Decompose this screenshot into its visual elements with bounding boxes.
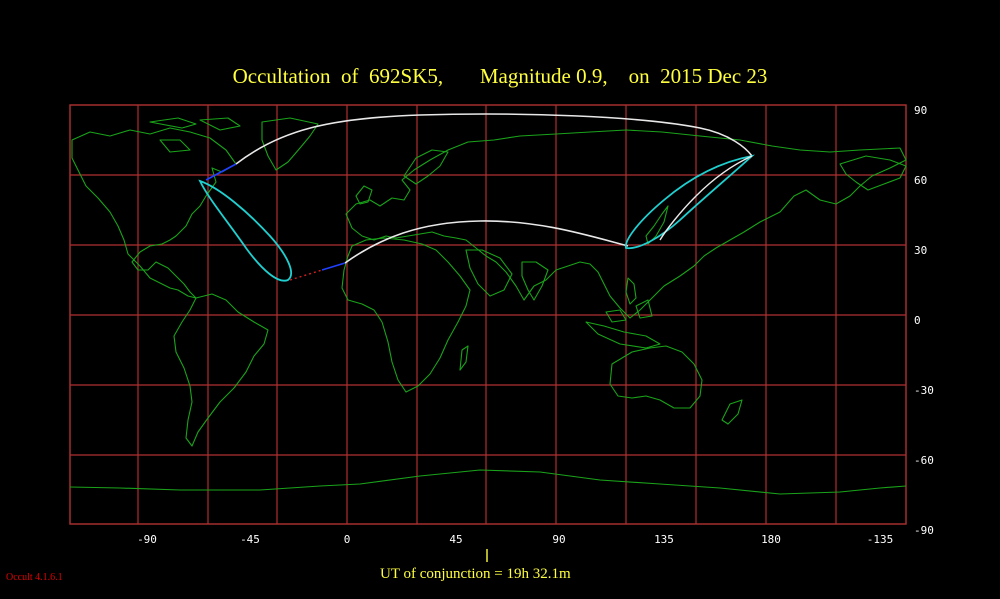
lat-tick-label: 60 xyxy=(914,174,927,187)
lon-tick-label: 45 xyxy=(449,533,462,546)
lon-tick-label: 90 xyxy=(552,533,565,546)
coast-uk xyxy=(355,185,373,205)
southern-limit-path xyxy=(344,220,629,264)
lon-tick-label: -90 xyxy=(137,533,157,546)
lat-tick-label: -30 xyxy=(914,384,934,397)
lon-tick-label: 135 xyxy=(654,533,674,546)
coast-philippines xyxy=(625,277,637,305)
coast-arctic-islands xyxy=(149,117,241,153)
lat-tick-label: 30 xyxy=(914,244,927,257)
lon-tick-label: -135 xyxy=(867,533,894,546)
coastlines xyxy=(69,117,907,495)
coast-eurasia xyxy=(345,129,907,319)
lat-tick-label: 0 xyxy=(914,314,921,327)
northern-limit-path xyxy=(235,113,753,165)
lat-tick-label: 90 xyxy=(914,104,927,117)
west-cyan-loop xyxy=(198,179,292,282)
coast-scandinavia xyxy=(403,149,449,185)
lat-tick-label: -60 xyxy=(914,454,934,467)
software-version: Occult 4.1.6.1 xyxy=(6,572,63,583)
longitude-labels: -90 -45 0 45 90 135 180 -135 xyxy=(137,533,893,546)
map-title: Occultation of 692SK5, Magnitude 0.9, on… xyxy=(232,64,768,88)
coast-alaska xyxy=(839,155,907,191)
lat-tick-label: -90 xyxy=(914,524,934,537)
coast-indonesia xyxy=(585,299,661,349)
coast-africa xyxy=(341,237,471,393)
coast-south-america xyxy=(173,293,269,447)
dotted-path-segment xyxy=(289,269,323,281)
night-path-north xyxy=(205,163,237,181)
east-cyan-loop xyxy=(625,154,755,250)
coast-india xyxy=(521,261,549,301)
coast-antarctica xyxy=(69,469,907,495)
east-inner-curve xyxy=(659,155,753,241)
lon-tick-label: 180 xyxy=(761,533,781,546)
night-path-south xyxy=(321,262,346,271)
coast-arabia xyxy=(465,249,513,297)
lon-tick-label: -45 xyxy=(240,533,260,546)
coast-australia xyxy=(609,345,703,409)
ut-conjunction-text: UT of conjunction = 19h 32.1m xyxy=(380,566,571,582)
lon-tick-label: 0 xyxy=(344,533,351,546)
coast-north-america xyxy=(71,127,237,299)
latitude-labels: 90 60 30 0 -30 -60 -90 xyxy=(914,104,934,537)
coast-greenland xyxy=(261,117,319,171)
latitude-gridlines xyxy=(70,174,906,456)
coast-new-zealand xyxy=(721,399,743,425)
coast-madagascar xyxy=(459,345,469,371)
occultation-paths xyxy=(198,113,755,282)
